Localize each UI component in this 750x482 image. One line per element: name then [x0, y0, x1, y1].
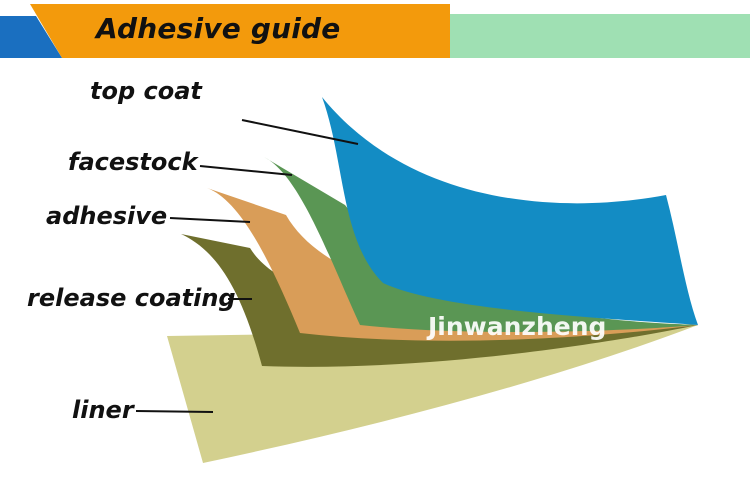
- watermark-text: Jinwanzheng: [428, 312, 607, 341]
- label-liner: liner: [72, 396, 134, 424]
- layer-adhesive: [207, 188, 698, 341]
- label-adhesive: adhesive: [46, 202, 168, 230]
- banner-green-bar: [450, 14, 750, 58]
- label-facestock: facestock: [68, 148, 198, 176]
- page-title: Adhesive guide: [96, 12, 341, 45]
- banner-graphic: [0, 4, 750, 58]
- banner-blue-tab: [0, 16, 62, 58]
- leader-top-coat: [241, 119, 359, 145]
- header-banner: Adhesive guide: [0, 0, 750, 58]
- layer-top-coat: [322, 97, 698, 325]
- layer-facestock: [264, 157, 698, 333]
- label-release-coating: release coating: [27, 284, 236, 312]
- leader-facestock: [199, 165, 293, 176]
- leader-liner: [135, 410, 214, 413]
- leader-adhesive: [169, 217, 251, 223]
- banner-orange-bar: [30, 4, 450, 58]
- label-top-coat: top coat: [90, 77, 202, 105]
